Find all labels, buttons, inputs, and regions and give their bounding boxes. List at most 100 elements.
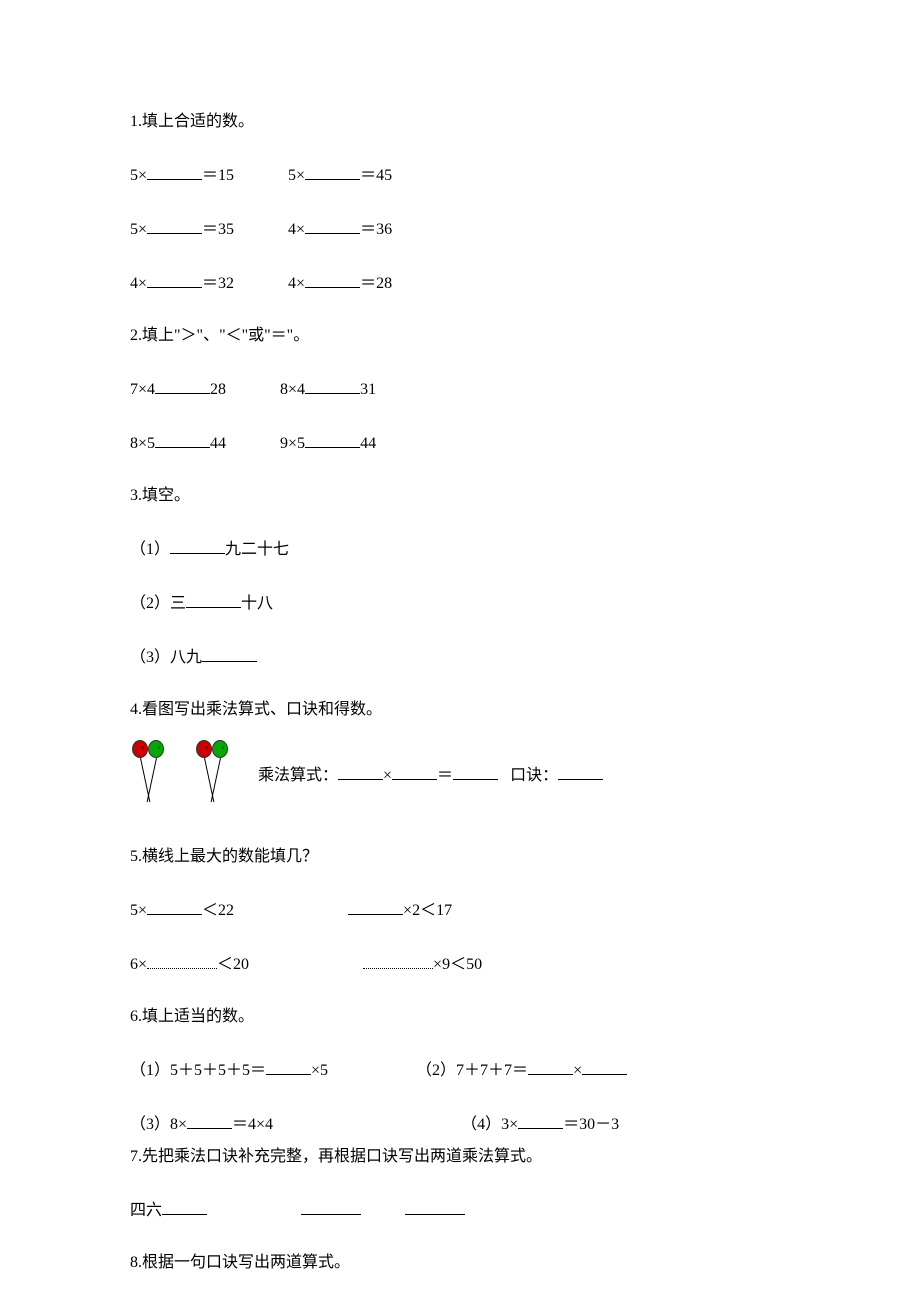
blank — [147, 162, 202, 180]
blank — [186, 590, 241, 608]
q3-i0-prefix: （1） — [130, 541, 170, 558]
q1-title: 1.填上合适的数。 — [130, 110, 790, 134]
blank — [392, 762, 437, 780]
q6-r0-right: ×5 — [311, 1062, 328, 1079]
blank — [582, 1057, 627, 1075]
q1-r1-br: ＝36 — [360, 221, 392, 238]
q8-title: 8.根据一句口诀写出两道算式。 — [130, 1251, 790, 1275]
blank — [147, 897, 202, 915]
q3-item-1: （2）三 十八 — [130, 590, 790, 616]
q5-title: 5.横线上最大的数能填几？ — [130, 845, 790, 869]
blank — [305, 430, 360, 448]
q1-row-1: 5× ＝35 4× ＝36 — [130, 216, 790, 242]
times-sign: × — [383, 767, 392, 784]
equals-sign: ＝ — [437, 767, 453, 784]
q6-title: 6.填上适当的数。 — [130, 1005, 790, 1029]
blank — [305, 376, 360, 394]
blank — [155, 430, 210, 448]
q6-r1-second-right: ＝30－3 — [563, 1116, 619, 1133]
blank — [405, 1197, 465, 1215]
blank — [518, 1111, 563, 1129]
q6-r0-left: （1）5＋5＋5＋5＝ — [130, 1062, 266, 1079]
q5-r1-a: 6× — [130, 956, 147, 973]
blank — [348, 897, 403, 915]
blank — [266, 1057, 311, 1075]
blank — [187, 1111, 232, 1129]
q3-i1-after: 十八 — [241, 595, 273, 612]
q6-row-1: （3）8× ＝4×4 （4）3× ＝30－3 — [130, 1111, 790, 1137]
balloon-group-icon — [130, 740, 180, 810]
q1-r2-br: ＝28 — [360, 275, 392, 292]
blank — [147, 270, 202, 288]
q5-row-1: 6× ＜20 ×9＜50 — [130, 951, 790, 977]
balloon-green-icon — [148, 740, 164, 758]
q3-i0-after: 九二十七 — [225, 541, 289, 558]
blank — [202, 644, 257, 662]
q4-balloons-row: 乘法算式： × ＝ 口诀： — [130, 740, 790, 810]
q3-i1-prefix: （2）三 — [130, 595, 186, 612]
q2-row-1: 8×544 9×544 — [130, 430, 790, 456]
q2-r1-a: 8×5 — [130, 435, 155, 452]
q7-title: 7.先把乘法口诀补充完整，再根据口诀写出两道乘法算式。 — [130, 1145, 790, 1169]
q1-r0-ar: ＝15 — [202, 167, 234, 184]
q1-r1-b: 4× — [288, 221, 305, 238]
balloon-group-icon — [194, 740, 244, 810]
q3-title: 3.填空。 — [130, 484, 790, 508]
q2-r0-ar: 28 — [210, 381, 226, 398]
q4-title: 4.看图写出乘法算式、口诀和得数。 — [130, 698, 790, 722]
q1-r2-b: 4× — [288, 275, 305, 292]
q5-r1-b: ×9＜50 — [433, 956, 482, 973]
q1-row-0: 5× ＝15 5× ＝45 — [130, 162, 790, 188]
q4-expr-label: 乘法算式： — [258, 767, 338, 784]
q2-r0-b: 8×4 — [280, 381, 305, 398]
blank — [147, 951, 217, 969]
q6-r1-left: （3）8× — [130, 1116, 187, 1133]
blank — [305, 162, 360, 180]
q6-r0-second-right: × — [573, 1062, 582, 1079]
q2-r1-ar: 44 — [210, 435, 226, 452]
blank — [453, 762, 498, 780]
balloon-red-icon — [132, 740, 148, 758]
q2-r0-br: 31 — [360, 381, 376, 398]
q3-item-0: （1） 九二十七 — [130, 536, 790, 562]
blank — [305, 270, 360, 288]
q6-r1-second-left: （4）3× — [461, 1116, 518, 1133]
blank — [528, 1057, 573, 1075]
q6-r0-second-left: （2）7＋7＋7＝ — [416, 1062, 528, 1079]
q2-row-0: 7×4 28 8×4 31 — [130, 376, 790, 402]
q5-r0-a: 5× — [130, 902, 147, 919]
blank — [363, 951, 433, 969]
q5-r1-ar: ＜20 — [217, 956, 249, 973]
blank — [338, 762, 383, 780]
q7-prefix: 四六 — [130, 1202, 162, 1219]
q1-r1-ar: ＝35 — [202, 221, 234, 238]
q1-r0-b: 5× — [288, 167, 305, 184]
blank — [147, 216, 202, 234]
q1-r0-a: 5× — [130, 167, 147, 184]
blank — [162, 1197, 207, 1215]
q7-row: 四六 — [130, 1197, 790, 1223]
q4-expression: 乘法算式： × ＝ 口诀： — [258, 762, 603, 810]
q6-row-0: （1）5＋5＋5＋5＝ ×5 （2）7＋7＋7＝ × — [130, 1057, 790, 1083]
q2-r0-a: 7×4 — [130, 381, 155, 398]
q3-i2-prefix: （3）八九 — [130, 649, 202, 666]
balloon-red-icon — [196, 740, 212, 758]
blank — [305, 216, 360, 234]
q1-row-2: 4× ＝32 4× ＝28 — [130, 270, 790, 296]
q1-r0-br: ＝45 — [360, 167, 392, 184]
q3-item-2: （3）八九 — [130, 644, 790, 670]
q5-row-0: 5× ＜22 ×2＜17 — [130, 897, 790, 923]
q1-r1-a: 5× — [130, 221, 147, 238]
blank — [170, 536, 225, 554]
blank — [301, 1197, 361, 1215]
blank — [558, 762, 603, 780]
q1-r2-a: 4× — [130, 275, 147, 292]
q5-r0-ar: ＜22 — [202, 902, 234, 919]
q6-r1-right: ＝4×4 — [232, 1116, 273, 1133]
q1-r2-ar: ＝32 — [202, 275, 234, 292]
blank — [155, 376, 210, 394]
q5-r0-b: ×2＜17 — [403, 902, 452, 919]
q2-r1-b: 9×5 — [280, 435, 305, 452]
q4-kou-label: 口诀： — [510, 767, 558, 784]
balloon-green-icon — [212, 740, 228, 758]
